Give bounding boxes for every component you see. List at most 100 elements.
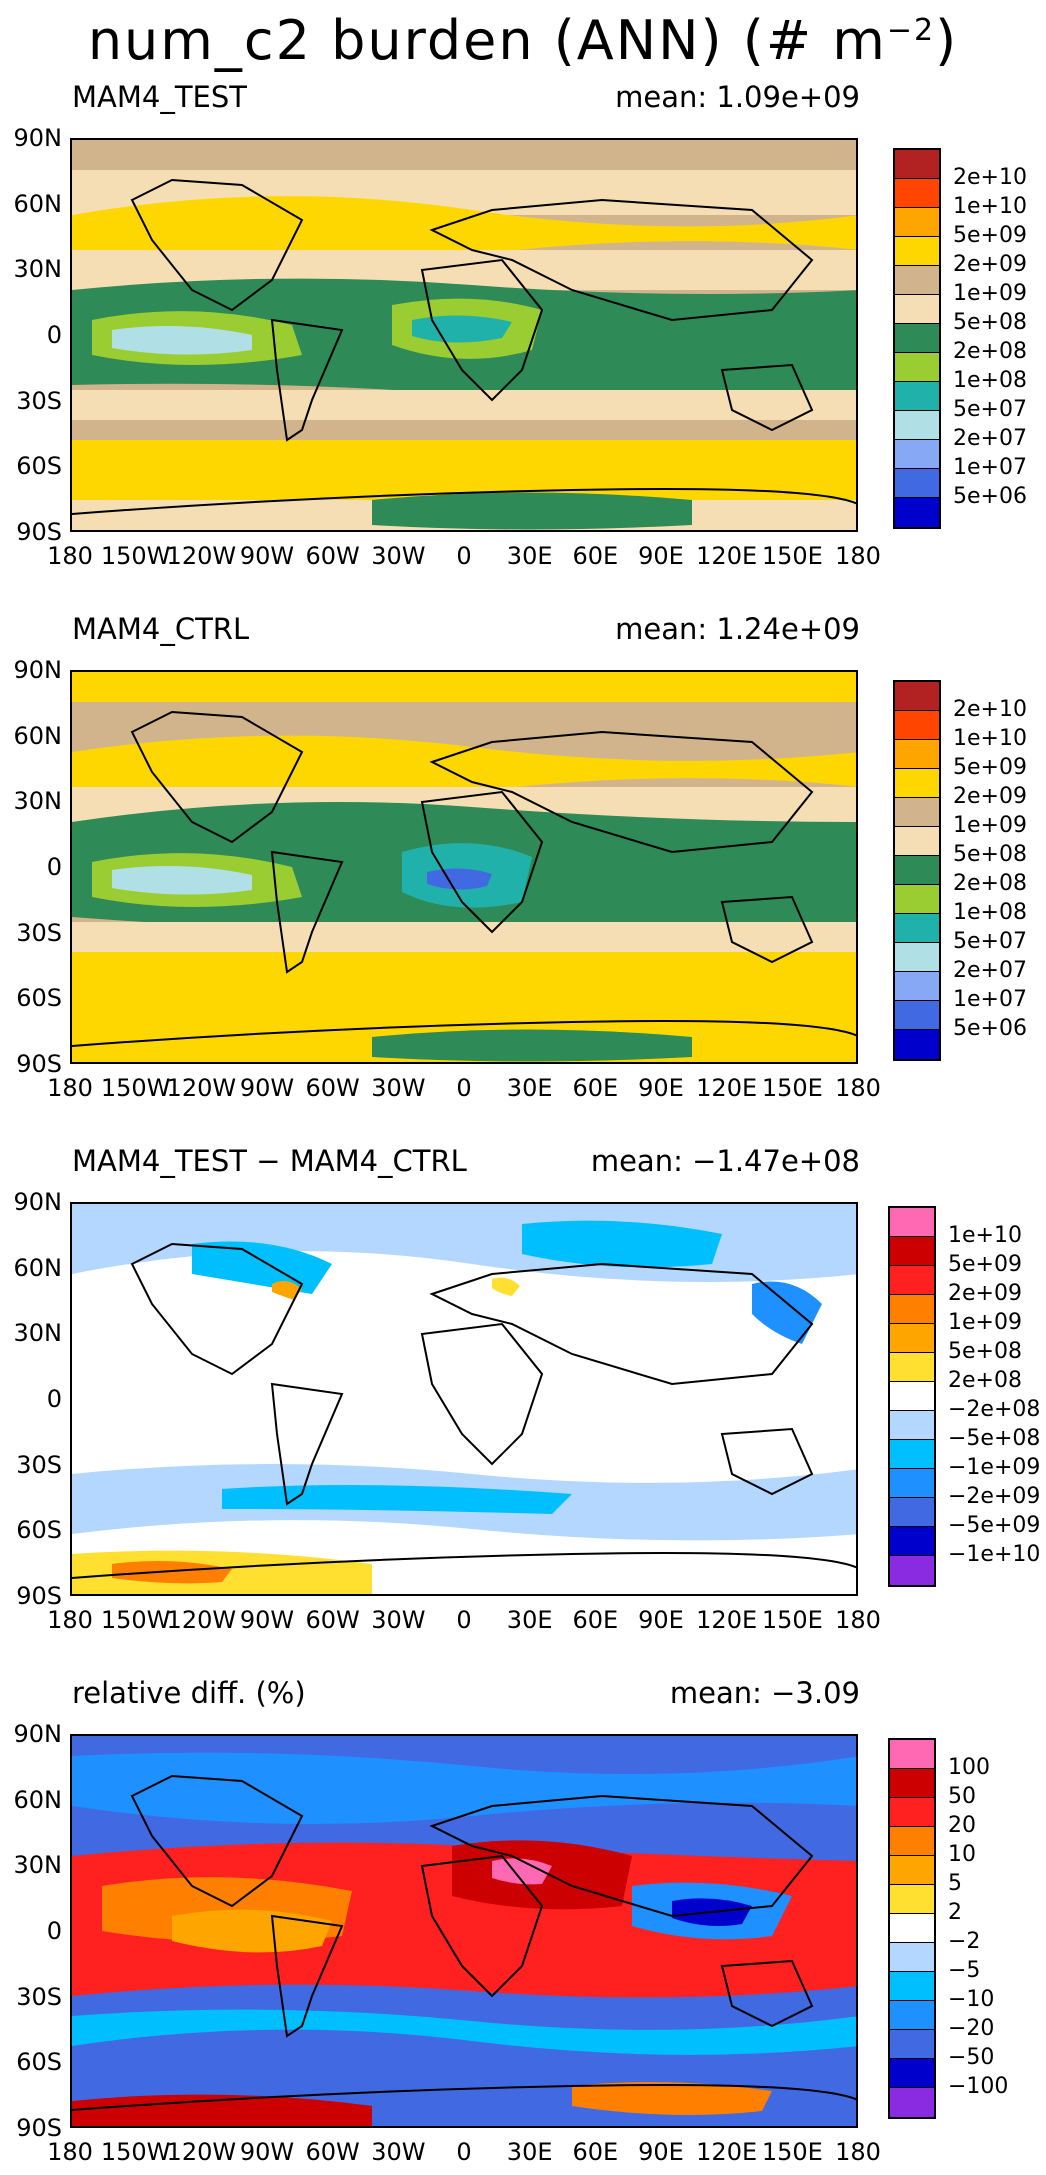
colorbar-swatch <box>890 1469 934 1498</box>
colorbar-label: 2e+10 <box>953 165 1027 190</box>
colorbar-label: 5e+09 <box>953 223 1027 248</box>
colorbar-label: 50 <box>948 1784 976 1809</box>
lon-tick-label: 180 <box>835 1606 881 1634</box>
colorbar-swatch <box>890 2059 934 2088</box>
lat-tick-label: 60N <box>13 721 63 750</box>
colorbar-swatch <box>890 1266 934 1295</box>
lon-tick-label: 60E <box>572 1606 619 1634</box>
lon-tick-label: 150E <box>761 542 823 570</box>
colorbar-swatch <box>895 411 939 440</box>
lat-tick-label: 0 <box>46 853 62 881</box>
colorbar-label: 2e+09 <box>948 1281 1022 1306</box>
lat-tick-label: 90S <box>16 1582 62 1610</box>
colorbar-swatch <box>890 1856 934 1885</box>
lon-tick-label: 150E <box>761 1074 823 1102</box>
lon-tick-label: 180 <box>47 1074 93 1102</box>
colorbar-swatch <box>895 769 939 798</box>
lon-tick-label: 180 <box>47 2138 93 2166</box>
lon-tick-label: 30W <box>371 2138 426 2166</box>
lon-tick-label: 90E <box>638 542 684 570</box>
lon-tick-label: 30E <box>506 1606 553 1634</box>
panel-mean: mean: −1.47e+08 <box>590 1144 860 1178</box>
colorbar-label: 100 <box>948 1755 990 1780</box>
lon-tick-label: 150W <box>100 2138 171 2166</box>
colorbar-label: 5e+08 <box>953 310 1027 335</box>
colorbar-swatch <box>890 1798 934 1827</box>
colorbar-label: −5e+09 <box>948 1513 1041 1538</box>
lat-tick-label: 30S <box>16 1450 62 1479</box>
lon-tick-label: 120E <box>696 2138 758 2166</box>
colorbar-label: 2e+07 <box>953 426 1027 451</box>
colorbar-swatch <box>895 914 939 943</box>
lon-tick-label: 60W <box>305 1606 360 1634</box>
colorbar-swatch <box>895 972 939 1001</box>
lon-tick-label: 90W <box>239 542 295 570</box>
lat-tick-label: 60S <box>16 984 62 1013</box>
colorbar-label: 2e+07 <box>953 958 1027 983</box>
colorbar-swatch <box>890 1914 934 1943</box>
lon-tick-label: 30W <box>371 1606 426 1634</box>
colorbar-label: 1e+09 <box>948 1310 1022 1335</box>
lat-tick-label: 60N <box>13 1253 63 1282</box>
map-plot <box>70 1202 858 1596</box>
colorbar-swatch <box>890 2088 934 2117</box>
colorbar-label: −5e+08 <box>948 1426 1041 1451</box>
colorbar-swatch <box>895 179 939 208</box>
colorbar-swatch <box>890 1972 934 2001</box>
lon-tick-label: 180 <box>47 542 93 570</box>
colorbar-label: 2e+10 <box>953 697 1027 722</box>
lon-tick-label: 120W <box>166 1606 237 1634</box>
colorbar-swatch <box>890 1411 934 1440</box>
colorbar-label: 5e+07 <box>953 929 1027 954</box>
lon-tick-label: 90E <box>638 2138 684 2166</box>
colorbar-swatch <box>895 469 939 498</box>
colorbar-label: 1e+09 <box>953 813 1027 838</box>
colorbar-swatch <box>895 856 939 885</box>
panel-mean: mean: 1.09e+09 <box>615 80 860 114</box>
colorbar-label: 10 <box>948 1842 976 1867</box>
lon-tick-label: 120W <box>166 1074 237 1102</box>
colorbar-swatch <box>895 150 939 179</box>
lon-tick-label: 60W <box>305 2138 360 2166</box>
colorbar-swatch <box>895 798 939 827</box>
lon-tick-label: 150W <box>100 1606 171 1634</box>
colorbar-swatch <box>895 885 939 914</box>
colorbar-swatch <box>895 324 939 353</box>
colorbar-label: −5 <box>948 1958 981 1983</box>
panel-title: MAM4_TEST − MAM4_CTRL <box>72 1144 467 1178</box>
lat-tick-label: 30S <box>16 386 62 415</box>
colorbar-label: 5e+06 <box>953 1016 1027 1041</box>
lon-tick-label: 120E <box>696 1074 758 1102</box>
lon-tick-label: 120E <box>696 1606 758 1634</box>
colorbar-swatch <box>895 682 939 711</box>
colorbar-label: 2e+08 <box>953 871 1027 896</box>
lon-tick-label: 180 <box>835 542 881 570</box>
colorbar-label: 2 <box>948 1900 962 1925</box>
map-field <box>72 1736 856 2126</box>
lat-tick-label: 0 <box>46 1385 62 1413</box>
colorbar-swatch <box>890 1295 934 1324</box>
lat-tick-label: 90S <box>16 518 62 546</box>
panel-mean: mean: −3.09 <box>669 1676 860 1710</box>
lon-tick-label: 120W <box>166 2138 237 2166</box>
colorbar-label: −2e+09 <box>948 1484 1041 1509</box>
lon-tick-label: 30W <box>371 542 426 570</box>
colorbar-swatch <box>895 266 939 295</box>
lon-tick-label: 180 <box>835 1074 881 1102</box>
colorbar-label: 2e+09 <box>953 252 1027 277</box>
colorbar-swatch <box>895 295 939 324</box>
lon-tick-label: 30E <box>506 1074 553 1102</box>
figure-title: num_c2 burden (ANN) (# m−2) <box>87 9 959 72</box>
colorbar-swatch <box>895 208 939 237</box>
colorbar-label: 2e+09 <box>953 784 1027 809</box>
lon-tick-label: 90W <box>239 2138 295 2166</box>
colorbar-swatch <box>895 711 939 740</box>
colorbar-swatch <box>890 1353 934 1382</box>
lon-tick-label: 150W <box>100 1074 171 1102</box>
colorbar-label: −1e+09 <box>948 1455 1041 1480</box>
lat-tick-label: 30N <box>13 787 63 816</box>
colorbar-swatch <box>895 237 939 266</box>
colorbar-label: 1e+07 <box>953 455 1027 480</box>
lat-tick-label: 90S <box>16 1050 62 1078</box>
colorbar-swatch <box>890 1208 934 1237</box>
